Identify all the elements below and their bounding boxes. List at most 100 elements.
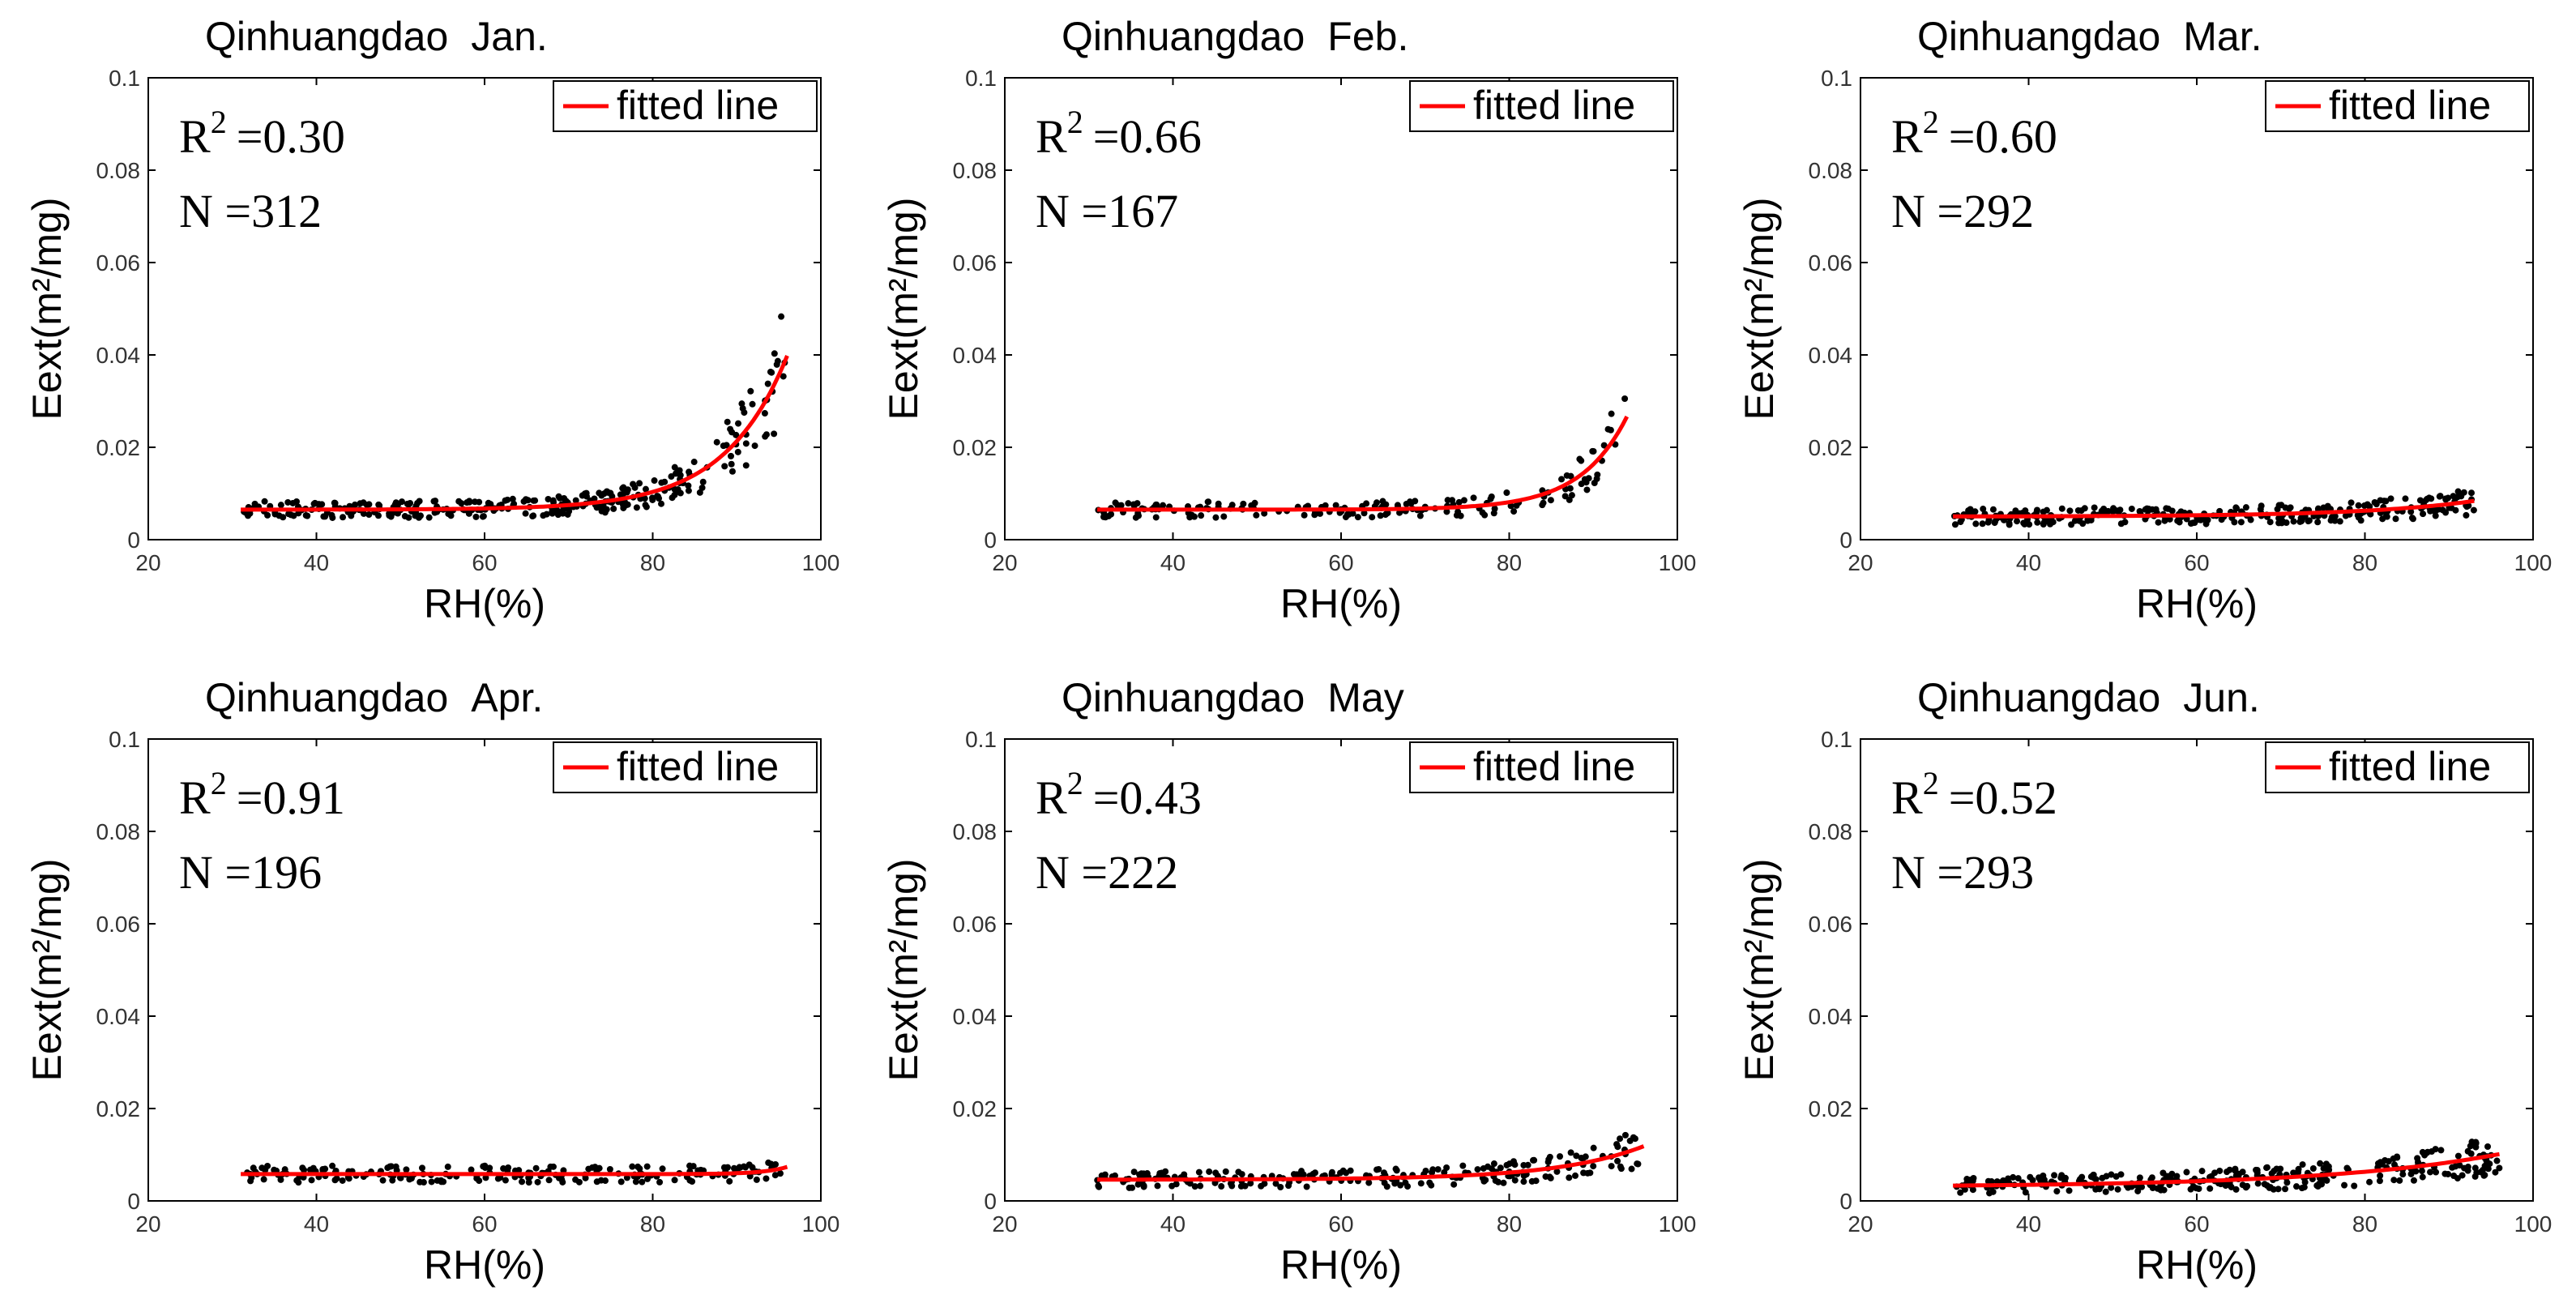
data-point xyxy=(482,1174,489,1181)
data-point xyxy=(2216,507,2224,515)
data-point xyxy=(1365,1179,1373,1186)
data-point xyxy=(277,1176,284,1183)
fitted-line xyxy=(1097,415,1630,512)
data-point xyxy=(2314,505,2322,512)
data-point xyxy=(728,429,736,436)
data-point xyxy=(2394,1154,2401,1161)
x-tick-label: 60 xyxy=(472,1211,497,1237)
data-point xyxy=(2201,515,2208,523)
data-point xyxy=(1511,1177,1519,1184)
r-squared-value: =0.30 xyxy=(237,110,345,163)
data-point xyxy=(2357,517,2365,524)
data-point xyxy=(1152,514,1160,521)
data-point xyxy=(1383,1183,1391,1190)
data-point xyxy=(1972,508,1979,515)
data-point xyxy=(2309,1165,2317,1173)
data-point xyxy=(2407,508,2415,515)
data-point xyxy=(2442,509,2450,516)
data-point xyxy=(494,1175,502,1182)
data-point xyxy=(1547,497,1554,504)
data-point xyxy=(749,400,756,408)
data-point xyxy=(1143,1170,1151,1177)
data-point xyxy=(2472,1139,2480,1146)
data-point xyxy=(444,1163,451,1170)
data-point xyxy=(728,452,735,459)
data-point xyxy=(2341,1181,2348,1189)
data-point xyxy=(1573,1152,1580,1160)
y-axis-label: Eext(m²/mg) xyxy=(1737,859,1782,1082)
data-point xyxy=(2366,1178,2373,1186)
legend-label: fitted line xyxy=(617,83,779,128)
data-point xyxy=(1373,1166,1381,1173)
data-point xyxy=(276,512,283,519)
data-point xyxy=(1434,1166,1442,1173)
data-point xyxy=(1510,508,1518,515)
data-point xyxy=(1206,1168,1213,1175)
data-point xyxy=(1578,457,1585,464)
data-point xyxy=(2261,1181,2268,1188)
y-tick-label: 0.06 xyxy=(96,250,141,276)
data-point xyxy=(1490,1160,1497,1168)
y-tick-label: 0.06 xyxy=(96,912,141,937)
data-point xyxy=(473,1175,481,1182)
data-point xyxy=(1524,1161,1532,1168)
data-point xyxy=(1578,481,1585,488)
data-point xyxy=(2237,519,2245,526)
data-point xyxy=(778,313,785,320)
data-point xyxy=(2468,489,2476,497)
x-tick-label: 40 xyxy=(1160,550,1185,575)
data-point xyxy=(658,500,665,507)
data-point xyxy=(328,511,335,519)
data-point xyxy=(762,433,769,440)
y-tick-label: 0 xyxy=(1839,528,1852,553)
data-point xyxy=(713,438,720,446)
data-point xyxy=(685,482,692,489)
y-tick-label: 0.06 xyxy=(1809,912,1853,937)
data-point xyxy=(1572,1172,1579,1179)
chart-title: Qinhuangdao Jun. xyxy=(1917,675,2260,720)
x-tick-label: 60 xyxy=(472,550,497,575)
data-point xyxy=(2460,489,2467,496)
data-point xyxy=(735,420,742,427)
data-point xyxy=(598,492,605,499)
data-point xyxy=(2428,495,2435,502)
x-tick-label: 40 xyxy=(1160,1211,1185,1237)
data-point xyxy=(522,510,529,517)
data-point xyxy=(1444,497,1451,504)
data-point xyxy=(2275,502,2283,509)
data-point xyxy=(2014,518,2021,525)
data-point xyxy=(2033,509,2040,516)
data-point xyxy=(661,478,669,485)
data-point xyxy=(2419,1173,2426,1181)
title-month: Feb. xyxy=(1327,14,1408,59)
y-tick-label: 0.1 xyxy=(109,727,140,752)
data-point xyxy=(2266,1184,2273,1191)
y-tick-label: 0.02 xyxy=(1809,435,1853,460)
data-point xyxy=(747,387,754,395)
y-tick-label: 0.06 xyxy=(953,912,998,937)
data-point xyxy=(247,1177,254,1185)
data-point xyxy=(2416,497,2424,504)
data-point xyxy=(2463,511,2470,519)
data-point xyxy=(1285,1182,1292,1190)
data-point xyxy=(2493,1157,2501,1164)
x-tick-label: 100 xyxy=(802,550,840,575)
y-axis-label: Eext(m²/mg) xyxy=(24,198,70,421)
data-point xyxy=(365,511,373,518)
data-point xyxy=(2266,519,2274,526)
data-point xyxy=(509,495,516,502)
data-point xyxy=(430,498,438,505)
data-point xyxy=(1198,512,1205,519)
data-point xyxy=(472,513,480,520)
data-point xyxy=(1342,514,1349,521)
data-point xyxy=(1590,1144,1597,1151)
fitted-line xyxy=(241,1164,788,1177)
data-point xyxy=(2427,1168,2434,1176)
data-point xyxy=(1096,1183,1103,1190)
data-point xyxy=(529,513,536,520)
data-point xyxy=(624,501,631,508)
data-point xyxy=(2496,1164,2503,1172)
r-superscript: 2 xyxy=(1067,765,1083,801)
data-point xyxy=(472,498,479,506)
r-squared-annotation: R2 =0.43 xyxy=(1036,765,1202,824)
